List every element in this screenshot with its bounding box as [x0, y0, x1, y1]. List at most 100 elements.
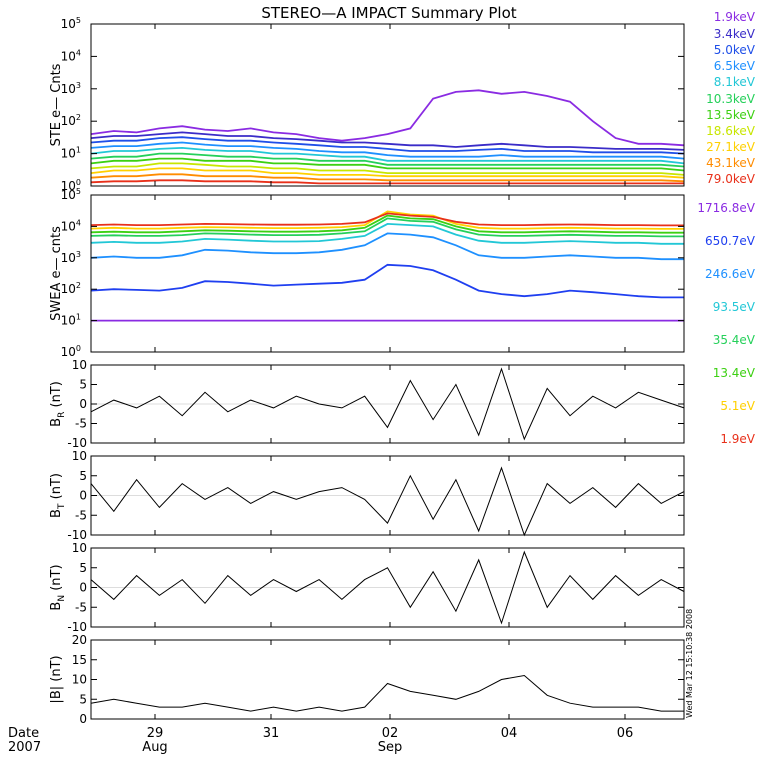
- ytick-label: 5: [79, 469, 87, 483]
- series-bn-0: [90, 550, 685, 625]
- legend-swea-6: 5.1eV: [720, 399, 755, 413]
- series-ste-5: [90, 152, 685, 168]
- legend-ste-9: 43.1keV: [706, 156, 756, 170]
- ytick-label: 0: [79, 489, 87, 503]
- legend-swea-7: 1.9eV: [720, 432, 755, 446]
- series-bmag-0: [90, 674, 684, 712]
- panel-swea: 100 101 102 103 104 105 SWEA e— cnts: [49, 187, 685, 359]
- ytick-label: 105: [61, 16, 81, 31]
- series-swea-7: [90, 212, 684, 227]
- ytick-label: 102: [61, 281, 81, 296]
- legend-ste-5: 10.3keV: [706, 92, 756, 106]
- series-ste-9: [90, 173, 685, 183]
- series-swea-4: [90, 217, 684, 238]
- xtick-day: 02: [382, 726, 399, 741]
- series-ste-7: [90, 162, 685, 176]
- series-ste-8: [90, 167, 685, 179]
- legend-swea-5: 13.4eV: [713, 366, 756, 380]
- series-ste-1: [90, 131, 685, 151]
- xtick-day: 29: [147, 726, 164, 741]
- series-swea-2: [90, 232, 684, 261]
- legend-ste-0: 1.9keV: [714, 10, 756, 24]
- plot-title: STEREO—A IMPACT Summary Plot: [261, 4, 516, 22]
- legend-swea-2: 246.6eV: [705, 267, 756, 281]
- ytick-label: 0: [79, 712, 87, 726]
- ylabel-bt: BT (nT): [49, 473, 67, 518]
- ytick-label: 5: [79, 561, 87, 575]
- ytick-label: -10: [67, 436, 87, 450]
- series-ste-10: [90, 179, 684, 185]
- ytick-label: 101: [61, 313, 81, 328]
- ytick-label: 100: [61, 344, 81, 359]
- xtick-month: Aug: [142, 740, 167, 755]
- series-swea-1: [90, 263, 684, 299]
- ytick-label: 100: [61, 178, 81, 193]
- ytick-label: 10: [72, 449, 87, 463]
- ytick-label: -5: [75, 508, 87, 522]
- year-label: 2007: [8, 740, 41, 755]
- ylabel-br: BR (nT): [49, 381, 67, 427]
- legend-swea-0: 1716.8eV: [697, 201, 755, 215]
- ytick-label: 15: [72, 653, 87, 667]
- ytick-label: 101: [61, 146, 81, 161]
- legend-ste-4: 8.1keV: [714, 75, 756, 89]
- ytick-label: 102: [61, 113, 81, 128]
- ytick-label: -5: [75, 417, 87, 431]
- panel-br: -10 -5 0 5 10 BR (nT): [49, 358, 685, 450]
- series-swea-3: [90, 222, 684, 245]
- series-swea-5: [90, 214, 684, 234]
- series-ste-3: [90, 141, 685, 160]
- panel-bmag: 0 5 10 15 20 |B| (nT): [49, 633, 685, 726]
- ytick-label: 5: [79, 692, 87, 706]
- panel-frame: [90, 23, 685, 187]
- ytick-label: 105: [61, 187, 81, 202]
- xtick-day: 06: [617, 726, 634, 741]
- legend-ste-8: 27.1keV: [706, 140, 756, 154]
- ylabel-bn: BN (nT): [49, 564, 67, 610]
- legend-swea-3: 93.5eV: [713, 300, 756, 314]
- ytick-label: 0: [79, 397, 87, 411]
- ytick-label: 0: [79, 581, 87, 595]
- xtick-month: Sep: [378, 740, 403, 755]
- xtick-day: 04: [501, 726, 518, 741]
- ytick-label: 10: [72, 541, 87, 555]
- ytick-label: 104: [61, 48, 81, 63]
- ytick-label: 10: [72, 673, 87, 687]
- legend-swea-4: 35.4eV: [713, 333, 756, 347]
- ytick-label: 5: [79, 378, 87, 392]
- panel-ste: 100 101 102 103 104 105 STE e— Cnts: [49, 16, 685, 193]
- panel-bt: -10 -5 0 5 10 BT (nT): [49, 449, 685, 542]
- ytick-label: 103: [61, 250, 81, 265]
- panel-bn: -10 -5 0 5 10 BN (nT): [49, 541, 685, 634]
- legend-ste-2: 5.0keV: [714, 43, 756, 57]
- series-bt-0: [90, 466, 685, 537]
- ylabel-bmag: |B| (nT): [49, 655, 64, 703]
- legend-ste-3: 6.5keV: [714, 59, 756, 73]
- ytick-label: 104: [61, 218, 81, 233]
- ylabel-ste: STE e— Cnts: [49, 63, 64, 146]
- legend-ste-1: 3.4keV: [714, 27, 756, 41]
- timestamp-stamp: Wed Mar 12 15:10:38 2008: [685, 609, 694, 718]
- panel-frame: [90, 194, 685, 353]
- legend-ste-6: 13.5keV: [706, 108, 756, 122]
- date-label: Date: [8, 726, 39, 741]
- ytick-label: 103: [61, 81, 81, 96]
- legend-ste-7: 18.6keV: [706, 124, 756, 138]
- ylabel-swea: SWEA e— cnts: [49, 226, 64, 321]
- series-ste-0: [90, 89, 685, 147]
- ytick-label: -5: [75, 600, 87, 614]
- series-ste-4: [90, 146, 685, 165]
- xtick-day: 31: [263, 726, 280, 741]
- legend-swea-1: 650.7eV: [705, 234, 756, 248]
- series-br-0: [90, 367, 685, 441]
- ytick-label: -10: [67, 620, 87, 634]
- ytick-label: 10: [72, 358, 87, 372]
- ytick-label: 20: [72, 633, 87, 647]
- series-ste-2: [90, 136, 685, 155]
- series-ste-6: [90, 157, 685, 172]
- legend-ste-10: 79.0keV: [706, 172, 756, 186]
- ytick-label: -10: [67, 528, 87, 542]
- series-swea-6: [90, 210, 684, 230]
